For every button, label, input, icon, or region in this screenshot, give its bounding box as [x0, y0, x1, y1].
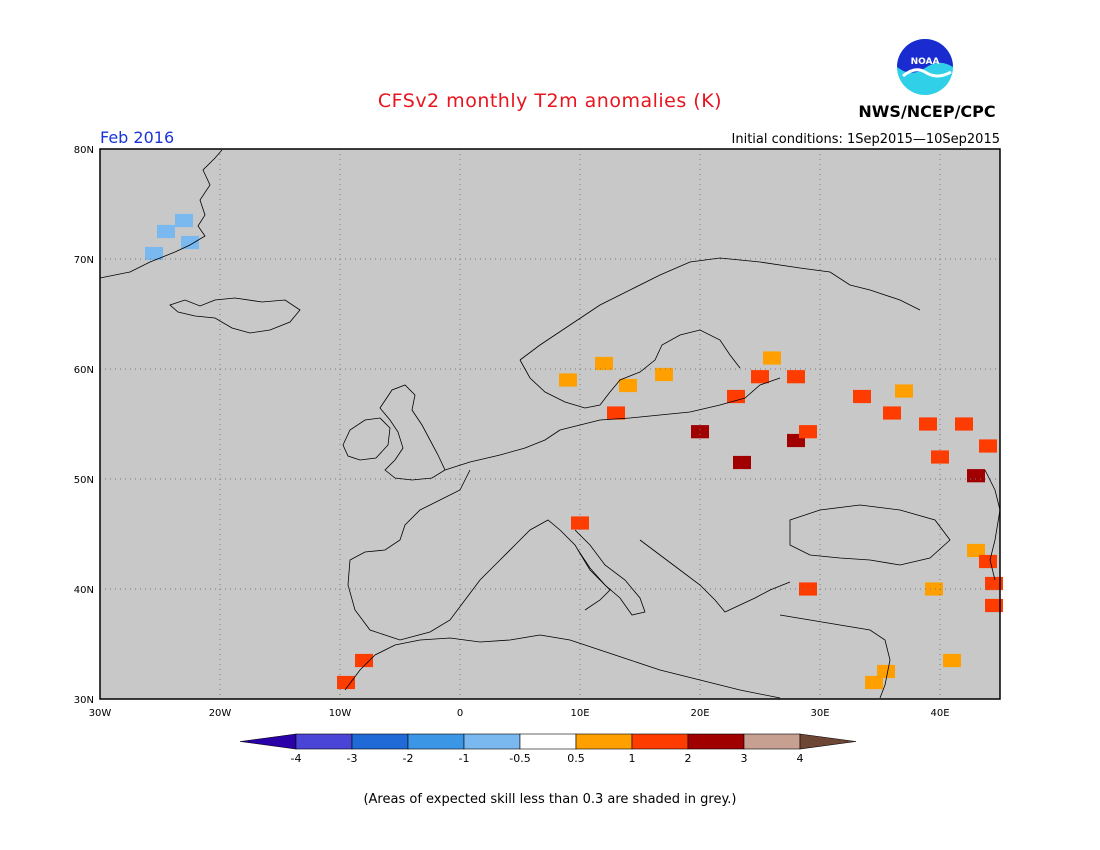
skill-footnote: (Areas of expected skill less than 0.3 a… — [363, 792, 737, 807]
colorbar-segment — [407, 733, 465, 750]
anomaly-cell — [157, 224, 175, 239]
anomaly-cell — [883, 406, 901, 420]
map-title: CFSv2 monthly T2m anomalies (K) — [377, 90, 723, 112]
lon-tick-label: 30W — [89, 708, 112, 719]
anomaly-cell — [181, 235, 199, 250]
anomaly-cell — [931, 450, 949, 464]
colorbar-label: 3 — [741, 752, 748, 765]
anomaly-cell — [337, 675, 355, 690]
lon-tick-label: 30E — [810, 708, 829, 719]
colorbar-segment — [687, 733, 745, 750]
logo-text: NOAA — [911, 57, 940, 67]
lat-tick-label: 80N — [74, 145, 94, 156]
lat-tick-label: 40N — [74, 585, 94, 596]
colorbar-arrow-low — [239, 733, 297, 750]
initial-conditions: Initial conditions: 1Sep2015—10Sep2015 — [731, 132, 1000, 147]
agency-label: NWS/NCEP/CPC — [858, 102, 996, 121]
colorbar-label: -3 — [347, 752, 358, 765]
anomaly-cell — [955, 417, 973, 431]
lon-tick-label: 40E — [930, 708, 949, 719]
colorbar — [239, 733, 857, 750]
colorbar-segment — [575, 733, 633, 750]
grid-lines — [100, 149, 1000, 699]
forecast-month: Feb 2016 — [100, 128, 175, 147]
colorbar-label: -2 — [403, 752, 414, 765]
lat-tick-label: 30N — [74, 695, 94, 706]
anomaly-cell — [877, 664, 895, 679]
colorbar-arrow-high — [799, 733, 857, 750]
anomaly-cell — [607, 406, 625, 420]
lon-tick-label: 10W — [329, 708, 352, 719]
anomaly-cell — [799, 425, 817, 439]
anomaly-cells — [145, 213, 1003, 690]
anomaly-cell — [751, 370, 769, 384]
colorbar-label: -4 — [291, 752, 302, 765]
anomaly-cell — [985, 576, 1003, 591]
anomaly-cell — [727, 389, 745, 404]
lat-tick-label: 50N — [74, 475, 94, 486]
lon-axis: 30W 20W 10W 0 10E 20E 30E 40E — [89, 708, 950, 719]
colorbar-segment — [463, 733, 521, 750]
lat-tick-label: 60N — [74, 365, 94, 376]
anomaly-cell — [691, 425, 709, 439]
anomaly-cell — [865, 675, 883, 690]
colorbar-label: 1 — [629, 752, 636, 765]
coastlines — [99, 149, 1001, 699]
anomaly-cell — [355, 653, 373, 668]
anomaly-cell — [175, 213, 193, 228]
map-background — [100, 149, 1000, 699]
colorbar-segment — [295, 733, 353, 750]
lat-axis: 30N 40N 50N 60N 70N 80N — [74, 145, 94, 706]
anomaly-cell — [571, 516, 589, 530]
anomaly-cell — [595, 356, 613, 371]
colorbar-segment — [743, 733, 801, 750]
anomaly-cell — [979, 554, 997, 569]
anomaly-cell — [619, 378, 637, 393]
anomaly-cell — [559, 373, 577, 387]
anomaly-cell — [943, 653, 961, 668]
map-frame — [99, 148, 1001, 700]
anomaly-cell — [655, 367, 673, 382]
anomaly-cell — [799, 582, 817, 596]
colorbar-label: 0.5 — [567, 752, 585, 765]
colorbar-segment — [351, 733, 409, 750]
anomaly-cell — [985, 598, 1003, 613]
colorbar-label: -1 — [459, 752, 470, 765]
anomaly-cell — [145, 246, 163, 261]
anomaly-cell — [967, 543, 985, 558]
colorbar-segment — [519, 733, 577, 750]
colorbar-label: -0.5 — [509, 752, 530, 765]
anomaly-cell — [967, 469, 985, 483]
lon-tick-label: 0 — [457, 708, 463, 719]
anomaly-cell — [853, 389, 871, 404]
colorbar-labels: -4 -3 -2 -1 -0.5 0.5 1 2 3 4 — [291, 752, 804, 765]
colorbar-segment — [631, 733, 689, 750]
lon-tick-label: 20E — [690, 708, 709, 719]
lon-tick-label: 10E — [570, 708, 589, 719]
anomaly-cell — [925, 582, 943, 596]
anomaly-cell — [733, 455, 751, 470]
anomaly-cell — [919, 417, 937, 431]
lat-tick-label: 70N — [74, 255, 94, 266]
noaa-logo: NOAA — [897, 39, 953, 95]
anomaly-cell — [895, 384, 913, 398]
anomaly-cell — [787, 370, 805, 384]
anomaly-cell — [763, 351, 781, 365]
colorbar-label: 2 — [685, 752, 692, 765]
lon-tick-label: 20W — [209, 708, 232, 719]
colorbar-label: 4 — [797, 752, 804, 765]
anomaly-cell — [979, 439, 997, 453]
